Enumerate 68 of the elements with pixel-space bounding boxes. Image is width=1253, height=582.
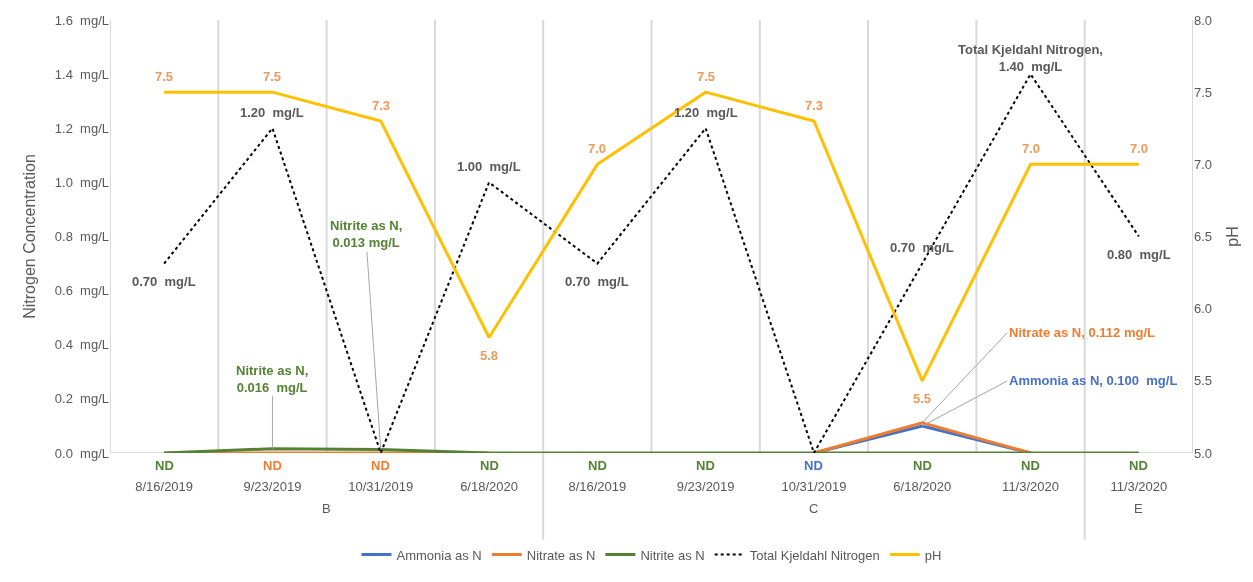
text: B [322,501,331,516]
text: E [1134,501,1143,516]
data-label: 1.20 mg/L [240,105,304,120]
data-label: 0.70 mg/L [132,274,196,289]
y2-tick-label: 6.5 [1194,229,1213,245]
y-tick-label: 0.4 mg/L [54,337,109,353]
data-label: 7.3 [805,98,824,113]
data-label: 7.5 [155,69,174,84]
y-tick-label: 0.6 mg/L [54,283,109,299]
data-label: 7.5 [263,69,282,84]
y-tick-label: 1.4 mg/L [54,66,109,82]
y2-tick-label: 7.0 [1194,156,1213,172]
x-tick-label: 6/18/2020 [893,479,952,494]
data-label: 7.0 [1130,141,1149,156]
legend-label: Nitrite as N [640,547,705,563]
y-tick-label: 1.2 mg/L [54,120,109,136]
y-tick-label: 0.8 mg/L [54,229,109,245]
data-label: ND [588,458,607,473]
data-label: 0.70 mg/L [890,240,954,255]
y-axis-title: Nitrogen Concentration [20,154,38,319]
data-label: Nitrite as N, 0.013 mg/L [330,218,403,250]
data-label: Nitrate as N, 0.112 mg/L [1009,325,1156,340]
y2-axis-title: pH [1223,226,1241,247]
data-label: Nitrite as N, 0.016 mg/L [236,363,309,395]
data-label: 7.3 [372,98,391,113]
legend-label: Total Kjeldahl Nitrogen [749,547,880,563]
x-tick-label: 8/16/2019 [568,479,627,494]
y2-tick-label: 7.5 [1194,84,1213,100]
legend-label: Ammonia as N [396,547,482,563]
data-label: ND [155,458,174,473]
data-label: 5.5 [913,391,932,406]
data-label: Total Kjeldahl Nitrogen, 1.40 mg/L [958,42,1103,74]
x-tick-label: 9/23/2019 [243,479,302,494]
data-label: ND [1129,458,1148,473]
data-label: ND [1021,458,1040,473]
data-label: ND [480,458,499,473]
data-label: Ammonia as N, 0.100 mg/L [1009,373,1178,388]
data-label: 0.70 mg/L [565,274,629,289]
legend-label: pH [924,547,942,563]
y2-tick-label: 6.0 [1194,301,1213,317]
x-tick-label: 11/3/2020 [1110,479,1168,494]
y2-tick-label: 5.5 [1194,373,1213,389]
y-tick-label: 0.2 mg/L [54,391,109,407]
y-tick-label: 1.0 mg/L [54,174,109,190]
x-tick-label: 8/16/2019 [135,479,194,494]
legend-label: Nitrate as N [526,547,596,563]
data-label: 1.20 mg/L [674,105,738,120]
y2-tick-label: 5.0 [1194,445,1213,461]
data-label: 7.0 [588,141,607,156]
y2-tick-label: 8.0 [1194,12,1213,28]
x-tick-label: 11/3/2020 [1002,479,1059,494]
y-tick-label: 1.6 mg/L [54,12,109,28]
text: C [809,501,819,516]
data-label: 0.80 mg/L [1107,247,1171,262]
data-label: 1.00 mg/L [457,159,521,174]
x-tick-label: 10/31/2019 [348,479,414,494]
data-label: 5.8 [480,348,499,363]
x-tick-label: 6/18/2020 [460,479,518,494]
x-tick-label: 10/31/2019 [781,479,847,494]
data-label: ND [804,458,823,473]
x-tick-label: 9/23/2019 [676,479,735,494]
data-label: ND [913,458,932,473]
data-label: ND [371,458,390,473]
data-label: ND [696,458,715,473]
data-label: 7.5 [697,69,716,84]
data-label: ND [263,458,282,473]
y-tick-label: 0.0 mg/L [54,445,109,461]
data-label: 7.0 [1022,141,1041,156]
